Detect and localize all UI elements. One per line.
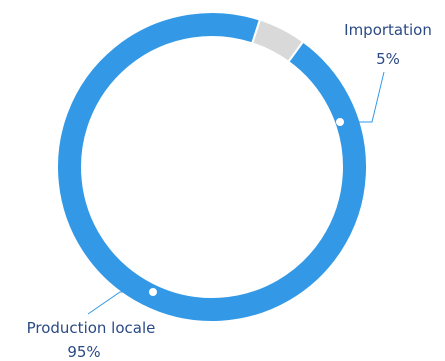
label-production-value: 95% (67, 343, 100, 361)
donut-slices (56, 11, 368, 323)
label-production-name: Production locale (27, 319, 156, 337)
slice-labels: Importation 5% Production locale 95% (27, 21, 432, 361)
leader-dot-importation (336, 118, 344, 126)
leader-line-production-locale (87, 291, 153, 315)
leader-line-importation (340, 71, 385, 123)
label-importation-value: 5% (376, 50, 400, 68)
leader-lines (87, 71, 385, 315)
leader-dot-production-locale (149, 288, 157, 296)
slice-production-locale (56, 11, 368, 323)
label-importation-name: Importation (344, 21, 432, 39)
